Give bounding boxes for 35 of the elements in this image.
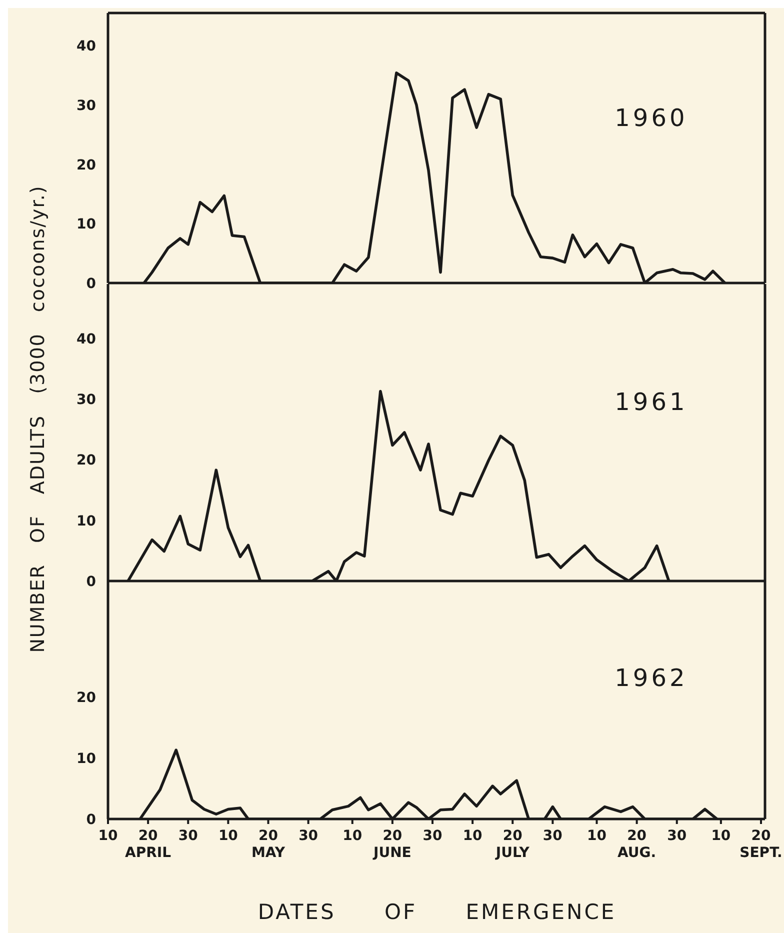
- x-tick-label: 10: [98, 828, 118, 844]
- x-axis-title: DATES OF EMERGENCE: [256, 900, 618, 924]
- x-tick-label: 20 SEPT.: [740, 828, 782, 861]
- x-tick-label: 10: [711, 828, 731, 844]
- y-tick-label: 20: [76, 452, 96, 469]
- x-tick-label: 30: [667, 828, 687, 844]
- text: 1960: [614, 104, 688, 132]
- y-tick-label: 10: [76, 750, 96, 767]
- y-tick-label: 20: [76, 690, 96, 706]
- x-tick-label: 20 JUNE: [372, 828, 412, 861]
- x-tick-label: 30: [422, 828, 442, 844]
- y-tick-label: 30: [76, 392, 96, 408]
- x-tick-label: 30: [298, 828, 318, 844]
- x-tick-label: 30: [542, 828, 563, 844]
- y-tick-label: 0: [86, 276, 96, 292]
- y-tick-label: 40: [76, 332, 96, 348]
- y-tick-label: 40: [76, 38, 96, 55]
- x-tick-label: 20 MAY: [251, 828, 286, 861]
- y-tick-label: 30: [76, 98, 96, 114]
- x-tick-label: 30: [178, 828, 198, 844]
- x-tick-label: 10: [342, 828, 362, 844]
- x-tick-label: 10: [218, 828, 238, 844]
- y-tick-label: 0: [86, 574, 96, 590]
- x-tick-label: 10: [587, 828, 607, 844]
- y-tick-label: 10: [76, 216, 96, 233]
- x-tick-label: 20 JULY: [494, 828, 530, 861]
- text: 1962: [614, 664, 688, 692]
- x-tick-label: 10: [462, 828, 483, 844]
- y-tick-label: 10: [76, 513, 96, 530]
- x-tick-label: 20 AUG.: [618, 828, 656, 861]
- y-axis-title: NUMBER OF ADULTS (3000 cocoons/yr.): [27, 184, 49, 652]
- y-tick-label: 0: [86, 812, 96, 828]
- y-tick-label: 20: [76, 157, 96, 174]
- text: 1961: [614, 388, 688, 416]
- x-tick-label: 20 APRIL: [125, 828, 172, 861]
